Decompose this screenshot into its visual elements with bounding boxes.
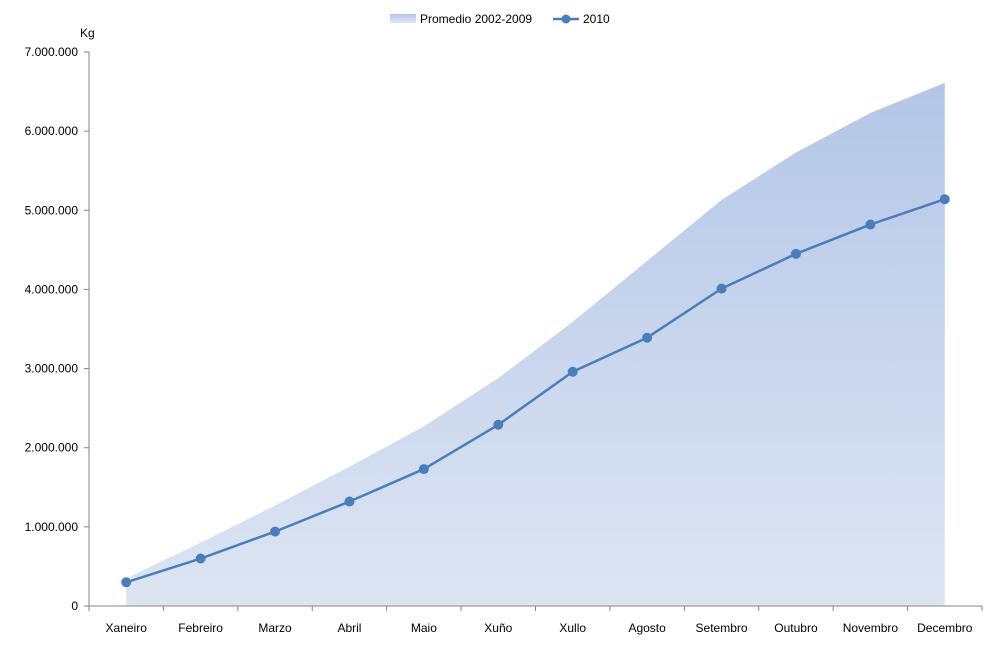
line-point-2010 (493, 419, 504, 430)
line-point-2010 (195, 553, 206, 564)
legend-label-line: 2010 (583, 12, 610, 26)
y-tick-label: 2.000.000 (25, 441, 79, 455)
line-point-2010 (716, 283, 727, 294)
x-tick-label: Decembro (917, 621, 973, 635)
y-tick-label: 6.000.000 (25, 124, 79, 138)
axes: 0 1.000.000 2.000.000 3.000.000 4.000.000 5.0… (25, 45, 983, 635)
area-series-promedio (126, 82, 945, 606)
x-tick-label: Xaneiro (106, 621, 148, 635)
y-tick-label: 0 (71, 599, 78, 613)
legend-label-area: Promedio 2002-2009 (420, 12, 532, 26)
y-axis-title: Kg (80, 26, 95, 40)
line-point-2010 (418, 464, 429, 475)
legend-swatch-area (390, 14, 416, 23)
x-tick-label: Marzo (258, 621, 292, 635)
x-tick-label: Novembro (843, 621, 899, 635)
x-tick-label: Xuño (484, 621, 512, 635)
plot-area (121, 82, 950, 606)
y-tick-label: 4.000.000 (25, 282, 79, 296)
line-point-2010 (865, 219, 876, 230)
legend: Promedio 2002-2009 2010 (390, 12, 610, 26)
y-tick-label: 3.000.000 (25, 362, 79, 376)
line-point-2010 (121, 577, 132, 588)
x-tick-label: Febreiro (178, 621, 223, 635)
y-tick-label: 7.000.000 (25, 45, 79, 59)
line-point-2010 (642, 332, 653, 343)
line-point-2010 (567, 366, 578, 377)
y-tick-label: 1.000.000 (25, 520, 79, 534)
line-point-2010 (344, 496, 355, 507)
x-tick-label: Xullo (559, 621, 586, 635)
x-tick-label: Setembro (696, 621, 748, 635)
line-point-2010 (939, 194, 950, 205)
line-point-2010 (790, 248, 801, 259)
x-tick-label: Agosto (628, 621, 666, 635)
x-tick-label: Abril (337, 621, 361, 635)
line-series-2010 (125, 198, 946, 584)
legend-swatch-marker (561, 14, 571, 24)
line-point-2010 (270, 526, 281, 537)
x-tick-label: Maio (411, 621, 437, 635)
x-tick-label: Outubro (774, 621, 818, 635)
y-tick-label: 5.000.000 (25, 203, 79, 217)
